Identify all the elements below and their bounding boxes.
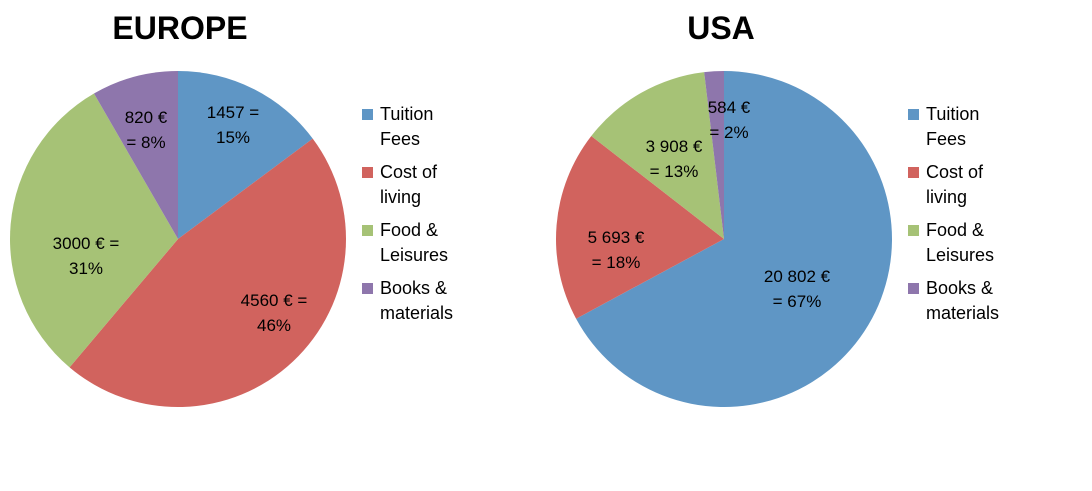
legend-item: Books & materials	[362, 276, 502, 334]
pie-slice-books-materials	[93, 71, 178, 239]
legend-swatch	[908, 225, 919, 236]
legend-label: Tuition Fees	[380, 104, 434, 149]
data-label-food-leisures: 3000 € = 31%	[53, 234, 120, 278]
legend-label: Tuition Fees	[926, 104, 980, 149]
legend-item: Tuition Fees	[908, 102, 1048, 160]
pie-slice-cost-of-living	[69, 138, 346, 407]
legend-item: Books & materials	[908, 276, 1048, 334]
legend-swatch	[908, 283, 919, 294]
pie-slice-food-leisures	[10, 93, 179, 368]
europe-pie: 1457 = 15% 4560 € = 46% 3000 € = 31% 820 € = 8%	[10, 71, 346, 407]
usa-chart: USA 20 802 € = 67% 5 693 € = 18% 3 908 € = 13…	[546, 0, 1092, 491]
legend-label: Cost of living	[380, 162, 438, 207]
data-label-cost-of-living: 5 693 € = 18%	[588, 228, 645, 272]
legend-swatch	[362, 109, 373, 120]
legend-label: Cost of living	[926, 162, 984, 207]
chart-title: USA	[687, 10, 755, 46]
legend-item: Cost of living	[908, 160, 1048, 218]
data-label-tuition-fees: 20 802 € = 67%	[764, 267, 831, 311]
legend-label: Books & materials	[926, 278, 1000, 323]
pie-slice-tuition-fees	[178, 71, 313, 239]
legend-swatch	[908, 167, 919, 178]
usa-legend: Tuition Fees Cost of living Food & Leisu…	[908, 102, 1048, 334]
data-label-books-materials: 820 € = 8%	[125, 108, 168, 152]
europe-legend: Tuition Fees Cost of living Food & Leisu…	[362, 102, 502, 334]
chart-title: EUROPE	[112, 10, 248, 46]
legend-label: Books & materials	[380, 278, 454, 323]
legend-label: Food & Leisures	[380, 220, 449, 265]
pie-slice-tuition-fees	[576, 71, 892, 407]
legend-swatch	[908, 109, 919, 120]
usa-pie: 20 802 € = 67% 5 693 € = 18% 3 908 € = 13%584…	[556, 71, 892, 407]
pie-slice-books-materials	[704, 71, 724, 239]
legend-item: Cost of living	[362, 160, 502, 218]
legend-swatch	[362, 167, 373, 178]
legend-swatch	[362, 225, 373, 236]
legend-item: Tuition Fees	[362, 102, 502, 160]
legend-item: Food & Leisures	[362, 218, 502, 276]
pie-slice-food-leisures	[591, 72, 724, 239]
europe-chart: EUROPE 1457 = 15% 4560 € = 46% 3000 € = 31% 82…	[10, 10, 502, 407]
data-label-tuition-fees: 1457 = 15%	[207, 103, 260, 147]
data-label-food-leisures: 3 908 € = 13%	[646, 137, 703, 181]
legend-label: Food & Leisures	[926, 220, 995, 265]
legend-item: Food & Leisures	[908, 218, 1048, 276]
pie-slice-cost-of-living	[556, 136, 724, 319]
data-label-books-materials: 584 € = 2%	[708, 98, 751, 142]
legend-swatch	[362, 283, 373, 294]
data-label-cost-of-living: 4560 € = 46%	[241, 291, 308, 335]
